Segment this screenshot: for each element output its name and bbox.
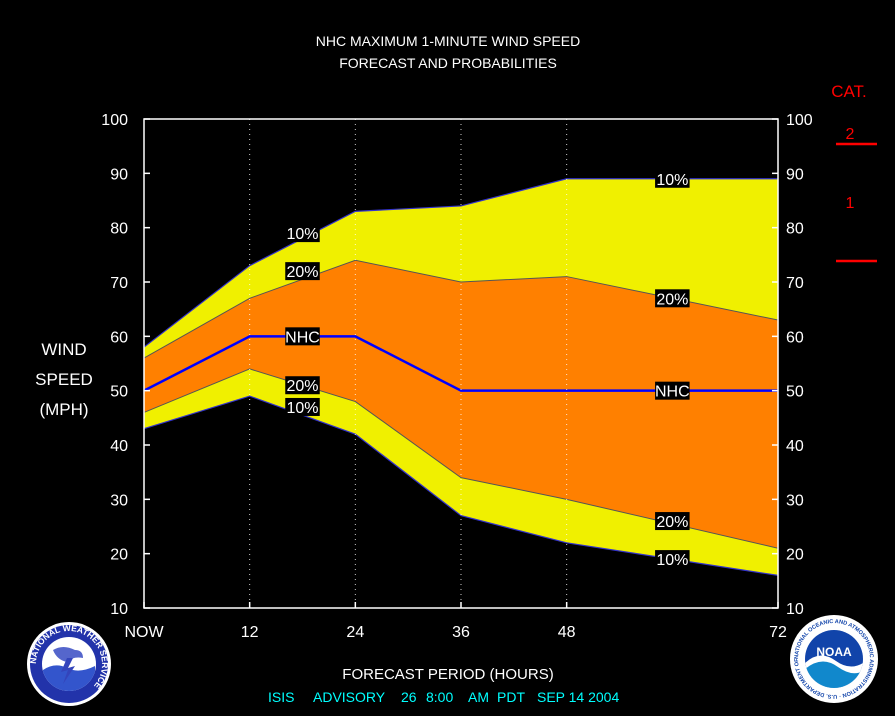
series-label-box [655, 381, 690, 400]
series-label: 20% [656, 291, 688, 308]
y-tick-label-right: 70 [786, 275, 804, 292]
y-tick-label-left: 30 [110, 492, 128, 509]
y-tick-label-left: 90 [110, 166, 128, 183]
series-label: 10% [286, 226, 318, 243]
y-tick-label-right: 10 [786, 601, 804, 618]
advisory-date: SEP 14 2004 [537, 689, 619, 705]
y-tick-label-right: 30 [786, 492, 804, 509]
chart-title-line1: NHC MAXIMUM 1-MINUTE WIND SPEED [316, 33, 580, 49]
series-label: 20% [286, 264, 318, 281]
y-tick-label-left: 20 [110, 547, 128, 564]
y-tick-label-left: 100 [101, 112, 128, 129]
series-label: 10% [656, 552, 688, 569]
y-tick-label-left: 50 [110, 384, 128, 401]
y-axis-label-line2: SPEED [35, 370, 93, 389]
series-line-nhc [143, 335, 778, 392]
series-line-10-lower [143, 395, 779, 576]
series-label-box [285, 262, 320, 281]
y-axis-label-line1: WIND [41, 340, 86, 359]
noaa-logo-wordmark: NOAA [816, 645, 852, 659]
advisory-number: 26 [401, 689, 417, 705]
category-key-label: 2 [846, 126, 855, 143]
series-label-box [655, 512, 690, 531]
y-tick-label-left: 60 [110, 329, 128, 346]
y-axis-ticks: 10 10 20 20 30 30 40 40 50 50 60 60 70 70 80 80 90 90 100 1… [101, 112, 813, 618]
series-label-box [285, 327, 320, 346]
nws-logo: NATIONAL WEATHER SERVICE [27, 622, 111, 706]
series-label: NHC [655, 384, 690, 401]
y-tick-label-right: 40 [786, 438, 804, 455]
y-tick-label-left: 70 [110, 275, 128, 292]
series-line-10-upper [143, 178, 778, 348]
y-tick-label-left: 10 [110, 601, 128, 618]
chart-title-line2: FORECAST AND PROBABILITIES [339, 55, 557, 71]
series-label: 20% [656, 514, 688, 531]
x-tick-label: 24 [346, 624, 364, 641]
y-tick-label-right: 50 [786, 384, 804, 401]
category-key-title: CAT. [831, 82, 867, 101]
y-tick-label-left: 80 [110, 221, 128, 238]
series-labels: 10% 20% NHC 20% 10% 10% 20% NHC 20% 10% [285, 169, 690, 569]
y-axis-label-line3: (MPH) [39, 400, 88, 419]
y-tick-label-right: 90 [786, 166, 804, 183]
advisory-time: 8:00 [426, 689, 453, 705]
y-tick-label-right: 20 [786, 547, 804, 564]
series-label-box [655, 289, 690, 308]
x-tick-label: 72 [769, 624, 787, 641]
advisory-ampm: AM [468, 689, 489, 705]
advisory-timezone: PDT [497, 689, 525, 705]
x-tick-label: 36 [452, 624, 470, 641]
category-key: CAT. 2 1 [831, 82, 877, 263]
series-line-20-lower [143, 368, 779, 549]
category-key-label: 1 [846, 195, 855, 212]
advisory-label: ADVISORY [313, 689, 386, 705]
series-label: 10% [286, 400, 318, 417]
x-tick-label: 48 [558, 624, 576, 641]
series-line-20-upper [143, 259, 779, 359]
series-label-box [285, 376, 320, 395]
x-axis-ticks: NOW 12 24 36 48 72 [124, 602, 787, 641]
series-label-box [285, 224, 320, 243]
y-tick-label-right: 80 [786, 221, 804, 238]
series-label: 20% [286, 378, 318, 395]
series-label-box [655, 169, 690, 188]
y-tick-label-right: 100 [786, 112, 813, 129]
series-label-box [655, 550, 690, 569]
storm-name: ISIS [268, 689, 294, 705]
y-tick-label-right: 60 [786, 329, 804, 346]
advisory-line: ISIS ADVISORY 26 8:00 AM PDT SEP 14 2004 [0, 689, 639, 705]
x-axis-label: FORECAST PERIOD (HOURS) [342, 666, 553, 683]
series-label-box [285, 397, 320, 416]
x-tick-label: 12 [241, 624, 259, 641]
x-tick-label: NOW [124, 624, 164, 641]
series-label: 10% [656, 172, 688, 189]
noaa-logo: NOAA NATIONAL OCEANIC AND ATMOSPHERIC AD… [790, 615, 878, 703]
y-tick-label-left: 40 [110, 438, 128, 455]
series-label: NHC [285, 329, 320, 346]
